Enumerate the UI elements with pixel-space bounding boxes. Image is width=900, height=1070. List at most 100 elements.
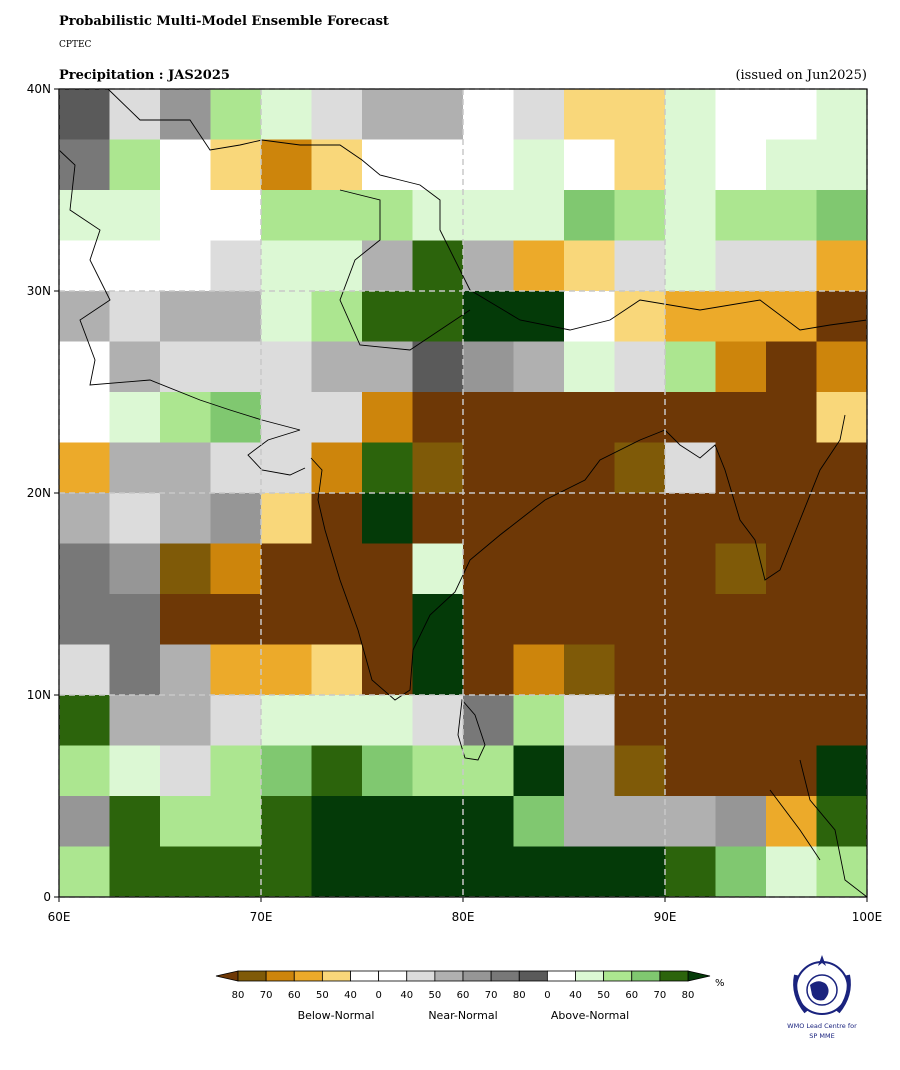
grid-cell [160, 543, 211, 595]
grid-cell [463, 846, 514, 898]
grid-cell [614, 745, 666, 797]
grid-cell [564, 695, 615, 746]
grid-cell [614, 493, 666, 544]
grid-cell [261, 442, 312, 494]
grid-cell [463, 341, 514, 393]
colorbar-label: 70 [260, 990, 273, 1001]
grid-cell [59, 190, 110, 241]
grid-cell [463, 89, 514, 140]
grid-cell [715, 594, 767, 645]
grid-cell [665, 139, 716, 191]
grid-cell [513, 745, 565, 797]
grid-cell [412, 796, 464, 847]
grid-cell [160, 89, 211, 140]
y-tick-label: 0 [43, 890, 51, 904]
coastline [58, 88, 868, 898]
colorbar-label: 40 [569, 990, 582, 1001]
grid-cell [614, 846, 666, 898]
grid-cell [463, 392, 514, 443]
grid-cell [160, 442, 211, 494]
grid-cell [766, 493, 817, 544]
grid-cell [412, 594, 464, 645]
grid-cell [564, 745, 615, 797]
grid-cell [513, 341, 565, 393]
grid-cell [614, 291, 666, 342]
colorbar-label: 70 [485, 990, 498, 1001]
grid-cell [564, 341, 615, 393]
colorbar-box [406, 970, 436, 982]
grid-cell [665, 89, 716, 140]
grid-cell [210, 341, 262, 393]
grid-cell [160, 291, 211, 342]
logo-text: WMO Lead Centre for [787, 1022, 857, 1030]
grid-cell [210, 240, 262, 292]
grid-cell [766, 594, 817, 645]
x-tick-label: 80E [452, 910, 475, 924]
issued-date: (issued on Jun2025) [735, 68, 867, 83]
grid-cell [665, 745, 716, 797]
grid-cell [412, 644, 464, 696]
grid-cell [311, 89, 363, 140]
colorbar-box [490, 970, 520, 982]
colorbar-label: 60 [457, 990, 470, 1001]
grid-cell [766, 846, 817, 898]
grid-cell [412, 745, 464, 797]
grid-cell [362, 644, 413, 696]
category-label: Near-Normal [428, 1009, 497, 1022]
colorbar-box [546, 970, 576, 982]
grid-cell [766, 442, 817, 494]
grid-cell [311, 240, 363, 292]
grid-cell [715, 442, 767, 494]
grid-cell [362, 139, 413, 191]
grid-cell [513, 89, 565, 140]
grid-cell [816, 291, 868, 342]
grid-cell [614, 695, 666, 746]
grid-cell [816, 89, 868, 140]
wmo-logo: WMO Lead Centre for SP MME [787, 955, 857, 1040]
colorbar-label: 50 [597, 990, 610, 1001]
grid-cell [261, 291, 312, 342]
grid-cell [412, 240, 464, 292]
grid-cell [160, 594, 211, 645]
grid-cell [362, 846, 413, 898]
grid-cell [766, 240, 817, 292]
colorbar-box [631, 970, 661, 982]
colorbar-label: 60 [288, 990, 301, 1001]
grid-cell [463, 442, 514, 494]
grid-cell [59, 392, 110, 443]
colorbar-label: 40 [344, 990, 357, 1001]
colorbar-box [603, 970, 633, 982]
grid-cell [210, 291, 262, 342]
grid-cell [463, 644, 514, 696]
grid-cell [715, 695, 767, 746]
grid-cell [463, 190, 514, 241]
grid-cell [160, 493, 211, 544]
grid-cell [614, 139, 666, 191]
grid-cell [614, 341, 666, 393]
colorbar-label: 0 [375, 990, 381, 1001]
grid-cell [261, 240, 312, 292]
grid-cell [766, 796, 817, 847]
grid-cell [109, 442, 161, 494]
grid-cell [614, 442, 666, 494]
grid-cell [665, 846, 716, 898]
grid-cell [362, 392, 413, 443]
grid-cell [311, 493, 363, 544]
grid-cell [463, 240, 514, 292]
grid-cell [463, 796, 514, 847]
grid-cell [261, 745, 312, 797]
grid-cell [564, 796, 615, 847]
grid-cell [564, 442, 615, 494]
y-tick-label: 10N [27, 688, 51, 702]
grid-cell [160, 139, 211, 191]
grid-cell [261, 796, 312, 847]
grid-cell [816, 442, 868, 494]
y-tick-label: 40N [27, 82, 51, 96]
grid-cell [766, 745, 817, 797]
grid-cell [614, 392, 666, 443]
colorbar-box [659, 970, 689, 982]
grid-cell [362, 543, 413, 595]
grid-cell [59, 846, 110, 898]
grid-cell [362, 695, 413, 746]
grid-cell [816, 695, 868, 746]
